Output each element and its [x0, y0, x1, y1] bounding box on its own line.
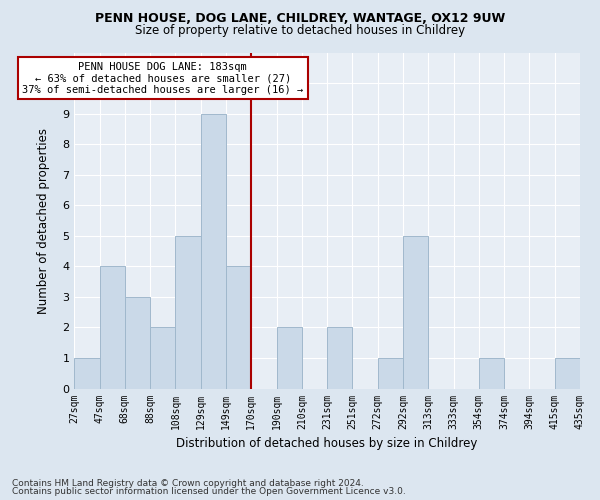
Bar: [555, 358, 580, 388]
X-axis label: Distribution of detached houses by size in Childrey: Distribution of detached houses by size …: [176, 437, 478, 450]
Bar: [403, 236, 428, 388]
Bar: [175, 236, 200, 388]
Bar: [125, 297, 150, 388]
Bar: [327, 328, 352, 388]
Bar: [150, 328, 175, 388]
Text: PENN HOUSE, DOG LANE, CHILDREY, WANTAGE, OX12 9UW: PENN HOUSE, DOG LANE, CHILDREY, WANTAGE,…: [95, 12, 505, 24]
Text: Contains public sector information licensed under the Open Government Licence v3: Contains public sector information licen…: [12, 488, 406, 496]
Bar: [74, 358, 100, 388]
Bar: [200, 114, 226, 388]
Y-axis label: Number of detached properties: Number of detached properties: [37, 128, 50, 314]
Text: PENN HOUSE DOG LANE: 183sqm
← 63% of detached houses are smaller (27)
37% of sem: PENN HOUSE DOG LANE: 183sqm ← 63% of det…: [22, 62, 304, 95]
Bar: [226, 266, 251, 388]
Text: Size of property relative to detached houses in Childrey: Size of property relative to detached ho…: [135, 24, 465, 37]
Text: Contains HM Land Registry data © Crown copyright and database right 2024.: Contains HM Land Registry data © Crown c…: [12, 478, 364, 488]
Bar: [277, 328, 302, 388]
Bar: [100, 266, 125, 388]
Bar: [479, 358, 504, 388]
Bar: [378, 358, 403, 388]
